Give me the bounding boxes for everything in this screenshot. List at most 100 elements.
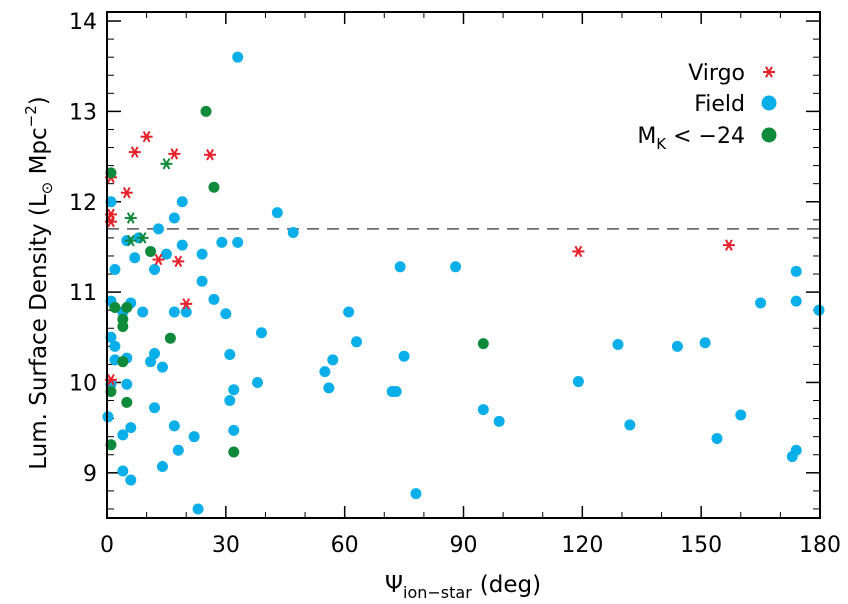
mk-bright-point bbox=[121, 301, 133, 313]
y-axis-label-sup: −2 bbox=[22, 105, 40, 127]
legend: Virgo Field MK < −24 bbox=[637, 61, 777, 153]
y-tick-label: 9 bbox=[83, 462, 97, 487]
field-point bbox=[790, 295, 802, 307]
field-point bbox=[105, 331, 117, 343]
mk-bright-point bbox=[208, 181, 220, 193]
mk-bright-point bbox=[200, 105, 212, 117]
field-point bbox=[168, 306, 180, 318]
x-axis-unit: (deg) bbox=[480, 572, 541, 598]
legend-label-field: Field bbox=[694, 92, 745, 117]
field-point bbox=[149, 264, 161, 276]
field-point bbox=[572, 376, 584, 388]
field-point bbox=[711, 432, 723, 444]
field-point bbox=[208, 293, 220, 305]
legend-marker-circle bbox=[761, 95, 777, 111]
x-tick-label: 120 bbox=[561, 533, 603, 558]
field-point bbox=[149, 402, 161, 414]
field-point bbox=[176, 196, 188, 208]
field-point bbox=[152, 223, 164, 235]
field-point bbox=[220, 308, 232, 320]
legend-label-mk: MK < −24 bbox=[637, 124, 745, 153]
field-point bbox=[129, 252, 141, 264]
mk-bright-point bbox=[105, 167, 117, 179]
field-point bbox=[121, 378, 133, 390]
field-point bbox=[390, 386, 402, 397]
virgo-point bbox=[120, 186, 133, 199]
field-point bbox=[224, 395, 236, 407]
x-tick-label: 90 bbox=[450, 533, 478, 558]
legend-marker-asterisk bbox=[763, 66, 775, 78]
field-point bbox=[287, 226, 299, 238]
field-point bbox=[624, 419, 636, 431]
field-point bbox=[351, 336, 363, 348]
y-axis-label-pre: Lum. Surface Density (L bbox=[26, 194, 52, 470]
legend-marker-circle bbox=[761, 127, 777, 143]
mk-bright-point bbox=[124, 234, 137, 247]
y-tick-label: 11 bbox=[69, 281, 97, 306]
y-tick-label: 12 bbox=[69, 191, 97, 216]
plot-frame bbox=[106, 11, 821, 519]
y-tick-label: 13 bbox=[69, 100, 97, 125]
field-point bbox=[271, 207, 283, 219]
field-point bbox=[137, 306, 149, 318]
field-point bbox=[125, 422, 137, 434]
virgo-point bbox=[722, 239, 735, 251]
field-point bbox=[180, 306, 192, 318]
field-point bbox=[196, 275, 208, 287]
field-point bbox=[168, 212, 180, 224]
field-point bbox=[176, 239, 188, 251]
field-point bbox=[105, 196, 117, 208]
field-point bbox=[109, 340, 121, 352]
mk-bright-point bbox=[228, 446, 240, 458]
field-point bbox=[117, 465, 129, 477]
field-point bbox=[192, 503, 204, 515]
x-tick-label: 0 bbox=[100, 533, 114, 558]
virgo-point bbox=[572, 245, 585, 258]
x-axis-symbol: Ψ bbox=[385, 572, 403, 598]
x-tick-label: 180 bbox=[799, 533, 841, 558]
field-point bbox=[188, 431, 200, 443]
y-axis-label-mid: Mpc bbox=[26, 127, 52, 181]
virgo-point bbox=[203, 149, 216, 161]
y-tick-label: 10 bbox=[69, 371, 97, 396]
field-point bbox=[394, 261, 406, 273]
field-point bbox=[228, 424, 240, 436]
field-point bbox=[255, 327, 267, 339]
field-point bbox=[149, 348, 161, 360]
y-axis-label-sub: ⊙ bbox=[38, 182, 56, 195]
field-point bbox=[145, 356, 157, 368]
field-point bbox=[398, 350, 410, 362]
field-point bbox=[224, 348, 236, 360]
mk-bright-point bbox=[105, 386, 117, 397]
field-point bbox=[343, 306, 355, 318]
mk-bright-point bbox=[160, 158, 173, 170]
field-point bbox=[168, 420, 180, 432]
mk-bright-point bbox=[477, 338, 489, 350]
field-point bbox=[450, 261, 462, 273]
field-point bbox=[232, 51, 244, 63]
x-tick-label: 60 bbox=[331, 533, 359, 558]
mk-bright-point bbox=[124, 212, 137, 224]
tick-labels: 0 30 60 90 120 150 180 9 10 11 12 13 14 bbox=[69, 10, 841, 558]
field-point bbox=[172, 444, 184, 456]
virgo-point bbox=[180, 298, 193, 310]
field-point bbox=[125, 474, 137, 486]
x-axis-subscript: ion−star bbox=[403, 583, 472, 602]
field-point bbox=[477, 404, 489, 416]
field-point bbox=[671, 340, 683, 352]
legend-mk-sub: K bbox=[656, 135, 667, 153]
field-point bbox=[790, 265, 802, 277]
field-point bbox=[410, 488, 422, 500]
field-point bbox=[156, 460, 168, 472]
mk-bright-point bbox=[164, 332, 176, 344]
mk-bright-point bbox=[136, 232, 149, 244]
field-point bbox=[612, 339, 624, 351]
field-point bbox=[252, 376, 264, 388]
field-point bbox=[109, 264, 121, 276]
x-tick-label: 30 bbox=[212, 533, 240, 558]
legend-mk-main: M bbox=[637, 124, 656, 149]
mk-bright-point bbox=[117, 356, 129, 368]
field-point bbox=[319, 366, 331, 378]
legend-marker-mk bbox=[761, 127, 777, 143]
